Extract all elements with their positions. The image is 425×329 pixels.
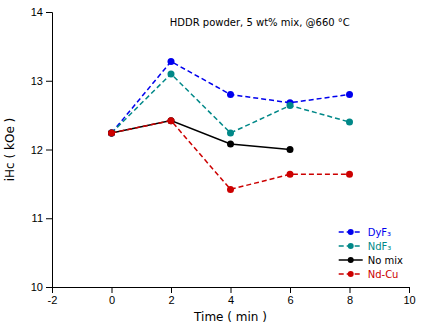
tick-label: 4 (228, 294, 234, 306)
legend: DyF₃ NdF₃ No mix Nd-Cu (339, 227, 403, 280)
axis-line (53, 288, 410, 294)
tick-label: 13 (31, 75, 43, 87)
legend-marker (348, 229, 354, 235)
tick-mark (290, 287, 291, 293)
point (227, 130, 234, 137)
tick-mark (171, 287, 172, 293)
legend-label: NdF₃ (368, 241, 392, 252)
point (108, 130, 115, 137)
tick: 6 (287, 287, 293, 306)
tick-mark (231, 287, 232, 293)
point (168, 117, 175, 124)
tick-label: 2 (168, 294, 174, 306)
point (346, 91, 353, 98)
tick: -2 (48, 287, 58, 306)
tick: 14 (31, 6, 52, 18)
tick-label: 10 (403, 294, 415, 306)
tick-mark (46, 12, 52, 13)
legend-label: No mix (368, 255, 403, 266)
y-axis-title: iHc ( kOe ) (3, 118, 17, 182)
point (346, 119, 353, 126)
tick-label: 12 (31, 144, 43, 156)
point (227, 141, 234, 148)
tick-label: 10 (31, 281, 43, 293)
tick: 0 (109, 287, 115, 306)
tick-label: 6 (287, 294, 293, 306)
plot-area: -2 0 2 4 6 8 10 10 11 12 13 14 Time ( min ) iHc ( kOe… (3, 6, 416, 324)
x-axis: -2 0 2 4 6 8 10 (48, 287, 416, 306)
point (287, 146, 294, 153)
tick: 11 (32, 212, 52, 224)
legend-marker (348, 257, 354, 263)
y-axis: 10 11 12 13 14 (31, 6, 53, 293)
tick-label: 14 (31, 6, 43, 18)
tick-mark (46, 218, 52, 219)
series-line (112, 74, 350, 133)
tick-mark (409, 287, 410, 293)
tick: 13 (31, 75, 52, 87)
tick-mark (112, 287, 113, 293)
tick-mark (46, 287, 52, 288)
series-line (112, 121, 350, 190)
tick: 10 (403, 287, 415, 306)
series-line (112, 62, 350, 134)
point (168, 70, 175, 77)
tick-mark (46, 81, 52, 82)
legend-marker (348, 243, 354, 249)
tick-label: -2 (48, 294, 58, 306)
tick: 10 (31, 281, 52, 293)
series-line (112, 121, 291, 150)
point (287, 171, 294, 178)
tick: 4 (228, 287, 234, 306)
point (346, 171, 353, 178)
point (108, 130, 115, 137)
marks (108, 58, 353, 193)
point (108, 130, 115, 137)
tick-label: 8 (347, 294, 353, 306)
legend-item: NdF₃ (339, 241, 392, 252)
tick-label: 11 (32, 212, 43, 224)
tick: 2 (168, 287, 174, 306)
legend-item: Nd-Cu (339, 269, 399, 280)
tick-mark (46, 150, 52, 151)
tick-label: 0 (109, 294, 115, 306)
annotation: HDDR powder, 5 wt% mix, @660 °C (170, 17, 350, 28)
point (227, 186, 234, 193)
tick: 12 (31, 144, 52, 156)
chart: -2 0 2 4 6 8 10 10 11 12 13 14 Time ( min ) iHc ( kOe… (0, 0, 425, 329)
legend-item: DyF₃ (339, 227, 391, 238)
tick-mark (350, 287, 351, 293)
point (108, 130, 115, 137)
legend-item: No mix (339, 255, 403, 266)
x-axis-title: Time ( min ) (193, 310, 267, 324)
point (287, 102, 294, 109)
point (227, 91, 234, 98)
point (168, 117, 175, 124)
axis-line (46, 13, 53, 288)
tick: 8 (347, 287, 353, 306)
legend-label: Nd-Cu (368, 269, 399, 280)
legend-marker (348, 271, 354, 277)
legend-label: DyF₃ (368, 227, 391, 238)
point (168, 58, 175, 65)
